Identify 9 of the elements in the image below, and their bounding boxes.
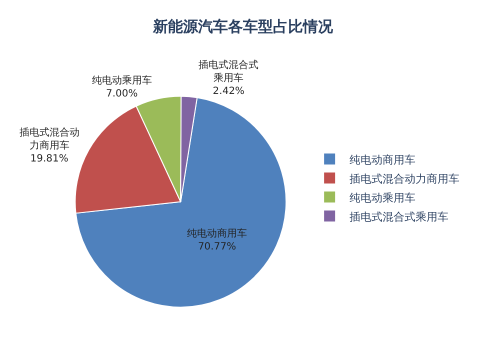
legend-label: 插电式混合式乘用车 [350,210,449,224]
chart-title: 新能源汽车各车型占比情况 [152,18,334,36]
data-label: 插电式混合式乘用车 2.42% [198,58,259,97]
legend-label: 插电式混合动力商用车 [350,172,460,186]
data-label: 纯电动乘用车 7.00% [92,74,152,100]
data-label: 纯电动商用车 70.77% [187,227,248,252]
data-label: 插电式混合动力商用车 19.81% [19,126,80,164]
legend-label: 纯电动乘用车 [350,191,416,204]
legend-label: 纯电动商用车 [350,153,416,166]
